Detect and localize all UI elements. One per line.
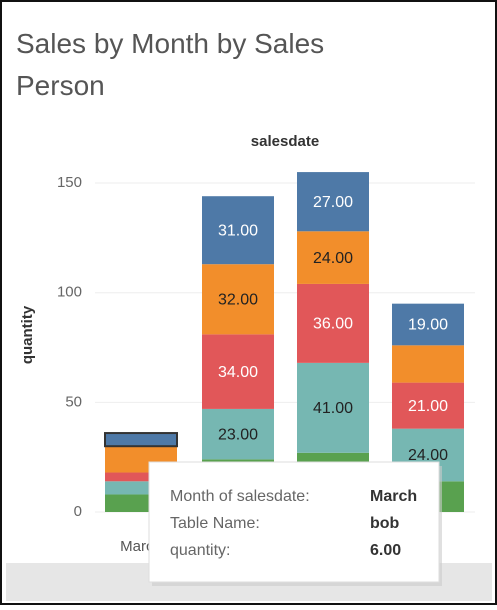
data-label: 41.00 xyxy=(313,400,353,417)
bar-segment xyxy=(392,303,464,346)
data-label: 19.00 xyxy=(408,317,448,334)
y-tick-label: 150 xyxy=(57,174,82,191)
bar-segment xyxy=(392,345,464,383)
bar-segment xyxy=(202,264,274,335)
y-tick-label: 50 xyxy=(65,393,82,410)
data-label: 31.00 xyxy=(218,222,258,239)
y-tick-label: 100 xyxy=(57,284,82,301)
tooltip-value: March xyxy=(370,488,417,505)
data-label: 21.00 xyxy=(408,398,448,415)
bar-segment xyxy=(202,334,274,409)
bar-segment xyxy=(297,231,369,284)
tooltip-key: quantity: xyxy=(170,542,230,559)
tooltip-value: 6.00 xyxy=(370,542,401,559)
title-line: Sales by Month by Sales xyxy=(16,28,324,59)
data-label: 23.00 xyxy=(218,426,258,443)
chart-title: Sales by Month by Sales Person xyxy=(16,28,324,101)
tooltip-box xyxy=(148,461,440,583)
y-axis-label: quantity xyxy=(19,305,36,364)
data-label: 24.00 xyxy=(313,250,353,267)
data-label: 32.00 xyxy=(218,291,258,308)
tooltip-key: Month of salesdate: xyxy=(170,488,310,505)
bar-segment xyxy=(202,408,274,460)
tooltip-value: bob xyxy=(370,515,400,532)
bar-segment xyxy=(297,362,369,453)
data-label: 34.00 xyxy=(218,364,258,381)
bar-segment xyxy=(202,196,274,265)
tooltip-key: Table Name: xyxy=(170,515,260,532)
tooltip: Month of salesdate: March Table Name: bob qu… xyxy=(148,461,442,586)
bar-segment xyxy=(104,432,178,448)
y-tick-label: 0 xyxy=(74,503,82,520)
title-line: Person xyxy=(16,70,105,101)
bar-segment xyxy=(297,172,369,232)
bar-segment xyxy=(297,283,369,363)
column-header: salesdate xyxy=(251,133,319,150)
data-label: 24.00 xyxy=(408,447,448,464)
bar-segment xyxy=(392,382,464,429)
bar-segment xyxy=(105,472,177,482)
data-label: 36.00 xyxy=(313,316,353,333)
data-label: 27.00 xyxy=(313,194,353,211)
